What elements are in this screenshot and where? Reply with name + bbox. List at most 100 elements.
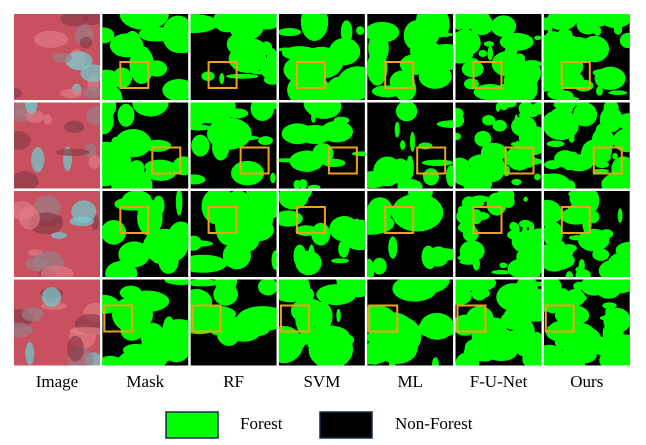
forest-region — [421, 159, 454, 166]
forest-region — [600, 229, 614, 239]
tile — [14, 14, 100, 100]
tile — [14, 102, 100, 189]
forest-region — [543, 78, 555, 92]
column-label: F-U-Net — [470, 372, 528, 391]
forest-region — [596, 86, 603, 96]
tile — [543, 279, 630, 366]
texture — [21, 306, 44, 322]
forest-region — [278, 210, 303, 227]
forest-region — [266, 48, 277, 63]
forest-region — [617, 208, 623, 223]
texture — [88, 155, 100, 169]
forest-region — [370, 223, 392, 231]
forest-region — [175, 191, 183, 216]
forest-region — [162, 78, 189, 100]
forest-region — [603, 307, 630, 334]
forest-region — [389, 70, 415, 94]
forest-region — [417, 319, 454, 339]
forest-region — [499, 262, 508, 269]
forest-region — [534, 173, 541, 181]
forest-region — [534, 35, 542, 41]
forest-region — [117, 103, 135, 127]
texture — [14, 88, 23, 99]
forest-region — [513, 304, 519, 316]
forest-region — [509, 221, 518, 231]
tile — [455, 191, 542, 277]
forest-region — [389, 351, 396, 366]
tile — [278, 279, 365, 366]
tile — [102, 191, 189, 277]
forest-region — [166, 229, 189, 246]
tile — [455, 14, 542, 100]
column-label: RF — [223, 372, 244, 391]
texture — [41, 287, 62, 307]
forest-region — [521, 226, 528, 238]
forest-region — [395, 102, 418, 122]
forest-region — [225, 73, 259, 79]
forest-region — [615, 163, 630, 170]
texture — [86, 106, 100, 125]
texture — [83, 14, 100, 26]
texture — [33, 30, 68, 48]
forest-region — [603, 102, 619, 116]
forest-region — [336, 308, 341, 323]
forest-region — [511, 178, 522, 186]
forest-region — [455, 352, 480, 366]
forest-region — [613, 14, 630, 21]
forest-region — [388, 236, 398, 259]
texture — [67, 335, 84, 362]
highlight-box — [295, 61, 326, 89]
highlight-box — [560, 61, 591, 89]
forest-region — [213, 283, 239, 306]
forest-region — [619, 32, 630, 49]
legend-swatch — [319, 411, 373, 439]
forest-region — [394, 121, 400, 138]
forest-region — [605, 338, 612, 349]
forest-region — [563, 159, 575, 171]
forest-region — [219, 72, 225, 85]
forest-region — [526, 290, 542, 316]
forest-region — [528, 266, 540, 277]
forest-region — [116, 350, 154, 366]
forest-region — [325, 338, 352, 360]
forest-region — [575, 269, 591, 277]
legend-label: Non-Forest — [395, 414, 473, 433]
forest-region — [613, 24, 623, 35]
forest-region — [480, 343, 488, 359]
forest-region — [573, 102, 598, 127]
tile — [102, 14, 189, 100]
forest-region — [560, 244, 577, 253]
texture — [59, 88, 83, 99]
forest-region — [417, 14, 442, 47]
forest-region — [320, 120, 353, 143]
forest-region — [557, 119, 568, 131]
forest-region — [237, 306, 277, 332]
forest-region — [423, 191, 433, 199]
forest-region — [190, 235, 202, 251]
column-label: ML — [397, 372, 423, 391]
forest-region — [462, 168, 493, 189]
forest-region — [132, 102, 169, 117]
forest-region — [566, 180, 576, 189]
forest-region — [576, 14, 600, 35]
forest-region — [287, 73, 330, 100]
tile — [455, 102, 542, 189]
forest-region — [495, 102, 501, 112]
forest-region — [271, 250, 277, 270]
forest-region — [478, 49, 488, 58]
forest-region — [118, 241, 150, 268]
highlight-box — [504, 146, 535, 175]
forest-region — [584, 234, 594, 242]
forest-region — [337, 66, 365, 100]
forest-region — [565, 271, 574, 277]
tile — [190, 191, 277, 277]
tile — [367, 14, 454, 100]
forest-region — [336, 279, 365, 298]
forest-region — [105, 260, 138, 277]
highlight-box — [416, 146, 447, 175]
forest-region — [589, 336, 623, 356]
forest-region — [473, 14, 490, 22]
texture — [60, 14, 88, 27]
forest-region — [594, 66, 626, 91]
image-grid — [14, 14, 630, 366]
